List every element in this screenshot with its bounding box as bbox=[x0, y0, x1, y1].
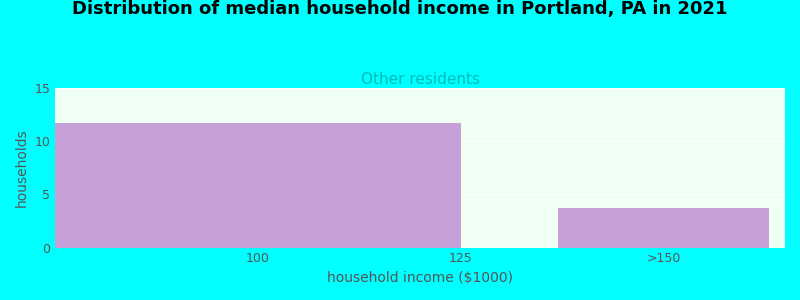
X-axis label: household income ($1000): household income ($1000) bbox=[327, 271, 513, 285]
Bar bbox=[558, 208, 769, 248]
Bar bbox=[55, 123, 461, 248]
Title: Other residents: Other residents bbox=[361, 72, 480, 87]
Text: Distribution of median household income in Portland, PA in 2021: Distribution of median household income … bbox=[72, 0, 728, 18]
Y-axis label: households: households bbox=[15, 128, 29, 207]
